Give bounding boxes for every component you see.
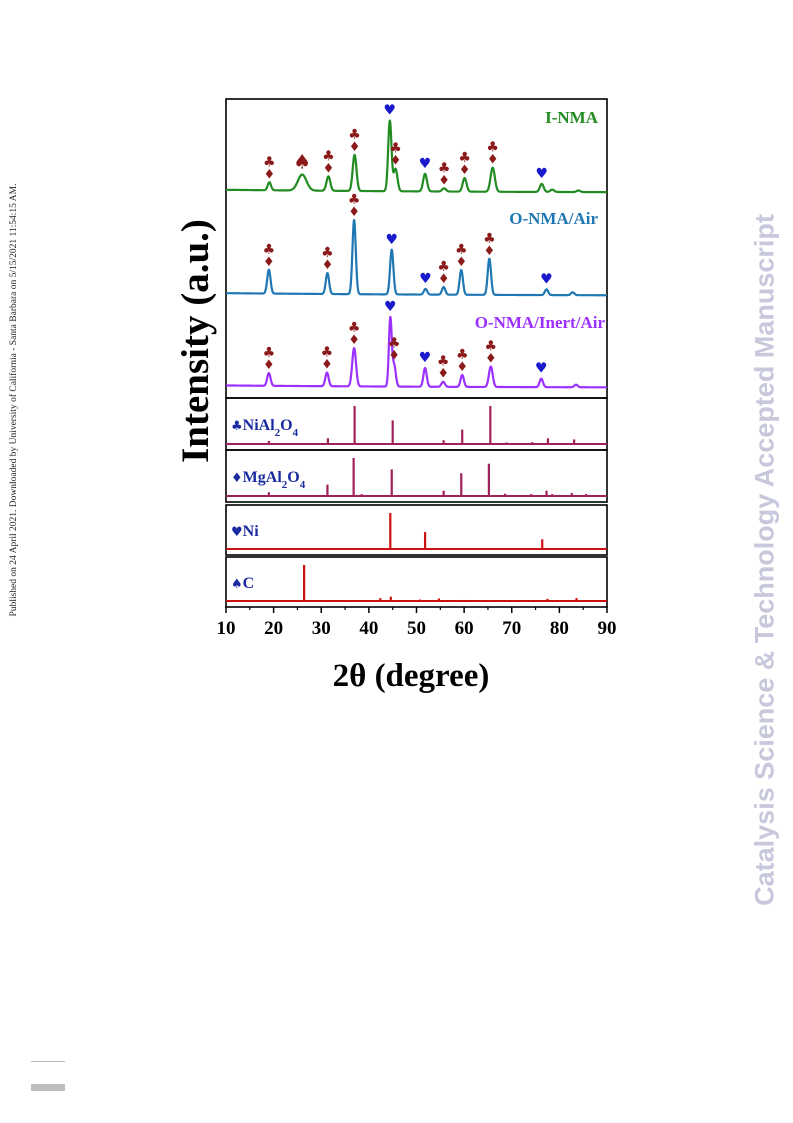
marker-club: ♣ (486, 140, 499, 156)
x-tick-label: 80 (550, 618, 569, 639)
marker-diamond: ♦ (264, 167, 276, 182)
marker-club: ♣ (263, 345, 276, 361)
marker-spade: ♠ (293, 150, 311, 174)
x-tick-label: 60 (455, 618, 474, 639)
marker-heart: ♥ (540, 271, 553, 287)
marker-diamond: ♦ (323, 161, 335, 176)
marker-club: ♣ (437, 354, 450, 370)
reference-panel: ♠C (225, 556, 608, 608)
marker-heart: ♥ (384, 103, 397, 119)
series-group: O-NMA/Inert/Air♣♦♣♦♣♦♥♣♦ ♥ ♣♦♣♦♣♦♥ (225, 299, 608, 389)
footer-rule-thick (31, 1084, 65, 1091)
series-group: O-NMA/Air♣♦♣♦♣♦♥♥♣♦♣♦♣♦♥ (225, 192, 608, 297)
marker-club: ♣ (458, 150, 471, 166)
marker-club: ♣ (388, 335, 401, 351)
x-tick-label: 10 (217, 618, 236, 639)
series-line (225, 315, 608, 389)
marker-club: ♣ (438, 160, 451, 176)
reference-label: ♦MgAl2O4 (231, 469, 306, 491)
reference-panel: ♥Ni (225, 504, 608, 556)
reference-label: ♣NiAl2O4 (231, 417, 299, 439)
reference-frame (225, 449, 608, 503)
marker-diamond: ♦ (263, 358, 275, 373)
marker-club: ♣ (437, 259, 450, 275)
x-axis: 10 20 30 40 50 60 70 80 90 (217, 607, 617, 639)
marker-diamond: ♦ (437, 367, 449, 382)
marker-diamond: ♦ (390, 154, 402, 169)
series-group: I-NMA♣♦♠ ♣♦♣♦♥♣♦ ♥ ♣♦♣♦♣♦♥ (225, 103, 608, 194)
marker-diamond: ♦ (487, 153, 499, 168)
marker-heart: ♥ (535, 361, 548, 377)
marker-diamond: ♦ (459, 163, 471, 178)
marker-diamond: ♦ (438, 272, 450, 287)
marker-club: ♣ (456, 347, 469, 363)
marker-diamond: ♦ (348, 205, 360, 220)
marker-heart: ♥ (535, 166, 548, 182)
marker-diamond: ♦ (349, 140, 361, 155)
marker-club: ♣ (263, 154, 276, 170)
marker-club: ♣ (389, 141, 402, 157)
reference-frame (225, 504, 608, 556)
plot-layer: I-NMA♣♦♠ ♣♦♣♦♥♣♦ ♥ ♣♦♣♦♣♦♥O-NMA/Air♣♦♣♦♣♦♥♥… (217, 98, 617, 639)
marker-club: ♣ (483, 231, 496, 247)
footer-rule-thin (31, 1061, 65, 1062)
marker-diamond: ♦ (322, 258, 334, 273)
reference-panel: ♦MgAl2O4 (225, 449, 608, 503)
marker-heart: ♥ (419, 350, 432, 366)
marker-club: ♣ (321, 245, 334, 261)
series-line (225, 218, 608, 297)
series-line (225, 119, 608, 194)
marker-heart: ♥ (419, 156, 432, 172)
x-tick-label: 30 (312, 618, 331, 639)
reference-frame (225, 556, 608, 608)
marker-diamond: ♦ (485, 352, 497, 367)
marker-club: ♣ (263, 242, 276, 258)
x-tick-label: 90 (598, 618, 617, 639)
x-axis-label: 2θ (degree) (333, 658, 490, 694)
marker-heart: ♥ (385, 232, 398, 248)
marker-diamond: ♦ (263, 255, 275, 270)
y-axis-label: Intensity (a.u.) (174, 219, 217, 463)
marker-club: ♣ (348, 192, 361, 208)
reference-label: ♠C (231, 575, 254, 592)
marker-diamond: ♦ (455, 255, 467, 270)
marker-club: ♣ (455, 242, 468, 258)
marker-club: ♣ (348, 320, 361, 336)
series-label: I-NMA (545, 108, 599, 127)
series-label: O-NMA/Air (509, 209, 598, 228)
marker-diamond: ♦ (456, 360, 468, 375)
marker-diamond: ♦ (484, 244, 496, 259)
marker-club: ♣ (321, 345, 334, 361)
marker-club: ♣ (322, 148, 335, 164)
marker-club: ♣ (348, 127, 361, 143)
sample-panel-frame (225, 98, 608, 399)
marker-club: ♣ (485, 339, 498, 355)
marker-diamond: ♦ (388, 348, 400, 363)
marker-diamond: ♦ (348, 333, 360, 348)
x-tick-label: 50 (407, 618, 426, 639)
reference-panel: ♣NiAl2O4 (225, 397, 608, 451)
marker-diamond: ♦ (321, 358, 333, 373)
x-tick-label: 70 (502, 618, 521, 639)
marker-heart: ♥ (419, 271, 432, 287)
x-tick-label: 20 (264, 618, 283, 639)
x-tick-label: 40 (359, 618, 378, 639)
series-label: O-NMA/Inert/Air (475, 313, 606, 332)
reference-label: ♥Ni (231, 523, 259, 540)
marker-diamond: ♦ (438, 173, 450, 188)
marker-heart: ♥ (384, 299, 397, 315)
